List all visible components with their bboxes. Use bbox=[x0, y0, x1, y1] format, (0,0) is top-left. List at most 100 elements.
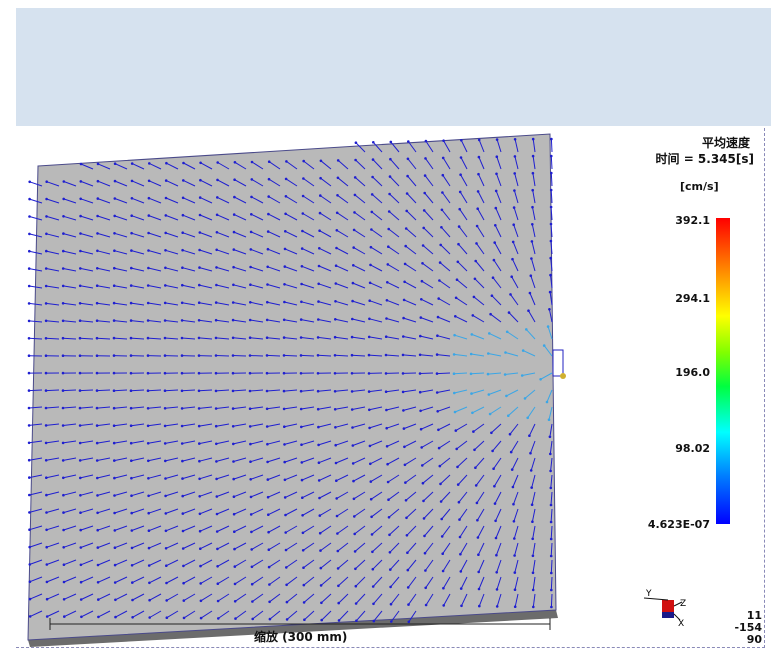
velocity-vector bbox=[408, 593, 417, 605]
velocity-vector bbox=[442, 576, 451, 589]
velocity-vector-head bbox=[477, 570, 481, 574]
velocity-vector-head bbox=[44, 267, 48, 270]
velocity-vector-head bbox=[513, 588, 517, 591]
velocity-vector-head bbox=[406, 586, 410, 589]
velocity-vector bbox=[369, 389, 383, 393]
velocity-vector-head bbox=[529, 451, 532, 455]
velocity-vector-head bbox=[354, 567, 357, 571]
velocity-vector-head bbox=[550, 154, 553, 158]
velocity-vector bbox=[532, 173, 536, 187]
velocity-vector-head bbox=[233, 195, 236, 199]
velocity-vector-head bbox=[250, 213, 253, 216]
velocity-vector bbox=[198, 389, 213, 392]
velocity-vector bbox=[182, 406, 196, 409]
velocity-vector-head bbox=[335, 479, 338, 483]
velocity-vector-head bbox=[337, 619, 341, 622]
velocity-vector-head bbox=[302, 159, 306, 163]
velocity-vector bbox=[250, 406, 264, 410]
velocity-vector-head bbox=[335, 211, 339, 215]
velocity-vector bbox=[148, 542, 162, 549]
velocity-vector bbox=[371, 211, 383, 221]
velocity-vector-head bbox=[333, 335, 337, 339]
velocity-vector bbox=[63, 457, 77, 461]
velocity-vector bbox=[530, 275, 536, 289]
legend-unit: [cm/s] bbox=[680, 180, 719, 193]
velocity-vector bbox=[338, 576, 349, 587]
velocity-vector bbox=[423, 508, 434, 519]
velocity-vector-head bbox=[27, 302, 31, 305]
velocity-vector-head bbox=[197, 407, 201, 410]
velocity-vector bbox=[494, 242, 502, 255]
velocity-vector bbox=[286, 576, 298, 586]
velocity-vector-head bbox=[334, 264, 338, 267]
velocity-vector bbox=[406, 508, 417, 519]
velocity-vector bbox=[250, 231, 264, 238]
velocity-vector-head bbox=[163, 424, 167, 428]
velocity-vector-head bbox=[112, 319, 116, 322]
velocity-vector bbox=[114, 457, 128, 462]
velocity-vector-head bbox=[336, 194, 339, 197]
velocity-vector-head bbox=[549, 469, 552, 473]
velocity-vector bbox=[131, 542, 145, 549]
velocity-vector bbox=[549, 440, 553, 454]
velocity-vector bbox=[80, 423, 94, 426]
velocity-vector bbox=[131, 457, 145, 462]
velocity-vector-head bbox=[439, 243, 443, 247]
velocity-vector bbox=[530, 440, 536, 454]
velocity-vector bbox=[63, 559, 77, 566]
velocity-vector-head bbox=[419, 427, 423, 431]
velocity-vector-head bbox=[319, 194, 322, 197]
velocity-vector bbox=[460, 140, 468, 153]
velocity-vector-head bbox=[476, 536, 480, 539]
velocity-vector-head bbox=[352, 246, 356, 249]
velocity-vector-head bbox=[511, 240, 515, 244]
velocity-vector bbox=[522, 372, 536, 376]
velocity-vector-head bbox=[390, 620, 393, 623]
velocity-vector bbox=[302, 525, 315, 534]
velocity-vector bbox=[356, 610, 366, 622]
velocity-vector bbox=[63, 525, 77, 531]
velocity-vector bbox=[234, 196, 247, 204]
velocity-vector-head bbox=[495, 138, 499, 141]
velocity-vector bbox=[509, 423, 519, 435]
velocity-vector bbox=[200, 559, 213, 567]
velocity-vector bbox=[405, 228, 417, 238]
velocity-vector bbox=[514, 593, 519, 607]
velocity-vector bbox=[148, 180, 162, 187]
velocity-vector bbox=[510, 440, 519, 453]
velocity-vector bbox=[438, 440, 451, 449]
velocity-vector bbox=[98, 610, 111, 618]
velocity-vector bbox=[388, 491, 400, 501]
velocity-vector-head bbox=[299, 372, 303, 375]
velocity-vector-head bbox=[27, 406, 31, 410]
velocity-vector bbox=[285, 542, 298, 551]
velocity-vector-head bbox=[300, 478, 304, 482]
legend-tick-min: 4.623E-07 bbox=[647, 518, 710, 531]
velocity-vector bbox=[300, 354, 315, 357]
part-slab-edge bbox=[28, 610, 558, 647]
velocity-vector-head bbox=[475, 224, 479, 228]
velocity-vector-head bbox=[422, 499, 425, 503]
velocity-vector bbox=[250, 248, 264, 255]
velocity-vector bbox=[370, 457, 383, 465]
velocity-vector bbox=[80, 593, 94, 600]
velocity-vector bbox=[407, 158, 417, 170]
velocity-vector-head bbox=[316, 389, 320, 393]
velocity-vector-head bbox=[367, 353, 371, 357]
velocity-vector-plot[interactable]: Y Z X bbox=[16, 128, 765, 648]
velocity-vector-head bbox=[79, 511, 82, 514]
velocity-vector-head bbox=[45, 563, 49, 566]
velocity-vector-head bbox=[96, 179, 100, 183]
velocity-vector bbox=[251, 576, 264, 585]
velocity-vector bbox=[149, 593, 162, 601]
velocity-vector-head bbox=[231, 354, 235, 357]
velocity-vector bbox=[338, 610, 349, 621]
results-viewport[interactable]: Y Z X 平均速度 时间 = 5.345[s] [cm/s] 392.1 29… bbox=[16, 128, 765, 648]
velocity-vector bbox=[234, 542, 247, 550]
velocity-vector-head bbox=[317, 300, 320, 303]
velocity-vector-head bbox=[146, 424, 150, 428]
velocity-vector-head bbox=[436, 334, 439, 337]
velocity-vector-head bbox=[285, 600, 289, 604]
velocity-vector bbox=[250, 301, 264, 306]
velocity-vector-head bbox=[112, 284, 116, 287]
